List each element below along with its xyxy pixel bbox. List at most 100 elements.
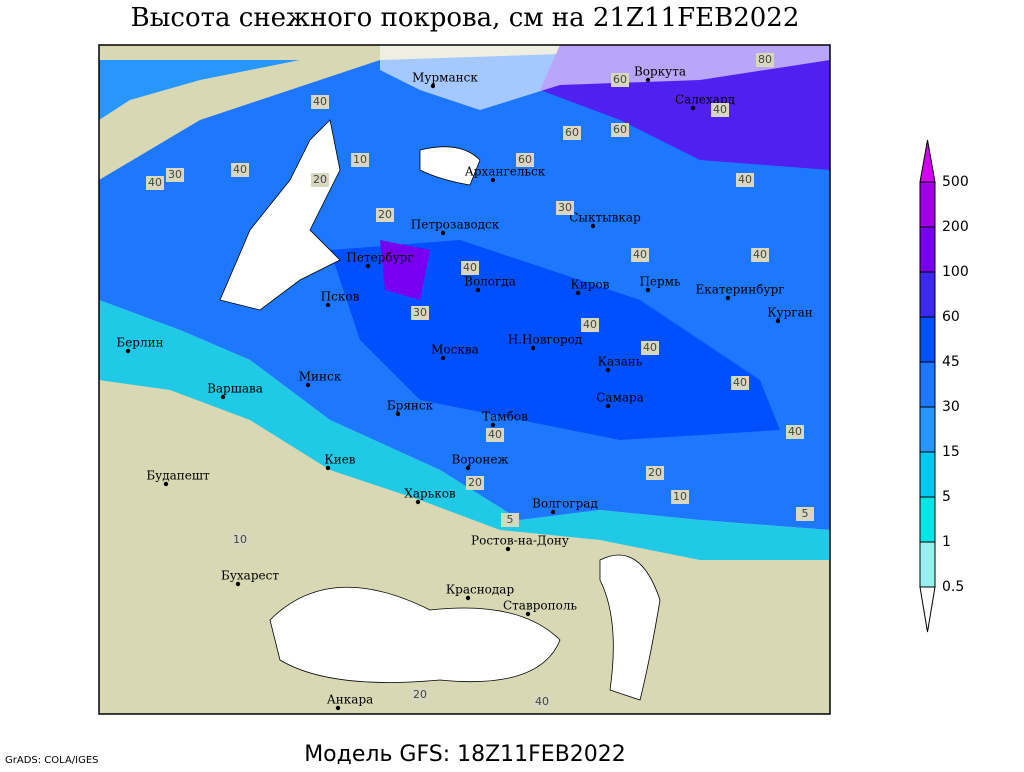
contour-label-bg	[756, 53, 774, 67]
city-label: Казань	[598, 355, 643, 369]
contour-label: 40	[583, 318, 597, 331]
title: Высота снежного покрова, см на 21Z11FEB2…	[131, 3, 800, 33]
contour-label-bg	[736, 173, 754, 187]
city-dot	[575, 290, 581, 296]
colorbar-band	[919, 316, 936, 363]
city-label: Петербург	[346, 251, 413, 265]
city-label: Волгоград	[532, 497, 598, 511]
contour-label-bg	[351, 153, 369, 167]
city-label: Вологда	[464, 275, 516, 289]
contour-label: 40	[233, 163, 247, 176]
city-dot	[125, 348, 131, 354]
contour-label: 5	[507, 513, 514, 526]
contour-label: 40	[643, 341, 657, 354]
map-frame	[98, 44, 831, 715]
colorbar-bottom	[919, 586, 936, 633]
city-dot	[440, 230, 446, 236]
colorbar-label: 1	[942, 534, 951, 550]
city-label: Москва	[431, 343, 479, 357]
city-dot	[605, 403, 611, 409]
colorbar-label: 5	[942, 489, 951, 505]
contour-label: 40	[488, 428, 502, 441]
contour-label-bg	[611, 123, 629, 137]
city-label: Киев	[324, 453, 355, 467]
city-label: Анкара	[327, 693, 374, 707]
contour-label: 40	[713, 103, 727, 116]
city-dot	[465, 465, 471, 471]
contour-label: 60	[518, 153, 532, 166]
contour-label-bg	[466, 476, 484, 490]
city-label: Берлин	[116, 336, 163, 350]
colorbar-label: 0.5	[942, 579, 964, 595]
contour-label-bg	[166, 168, 184, 182]
contour-label: 60	[613, 73, 627, 86]
contour-label-bg	[376, 208, 394, 222]
contour-label: 30	[168, 168, 182, 181]
contour-label-bg	[611, 73, 629, 87]
city-label: Тамбов	[482, 410, 528, 424]
contour-label: 40	[788, 425, 802, 438]
city-label: Брянск	[387, 399, 434, 413]
contour-label-bg	[311, 95, 329, 109]
contour-label: 40	[753, 248, 767, 261]
city-label: Псков	[321, 290, 360, 304]
city-dot	[775, 318, 781, 324]
city-dot	[235, 581, 241, 587]
city-label: Киров	[571, 278, 610, 292]
contour-label-bg	[731, 376, 749, 390]
contour-label-bg	[231, 533, 249, 547]
city-dot	[645, 287, 651, 293]
colorbar-label: 200	[942, 219, 969, 235]
city-label: Харьков	[404, 487, 456, 501]
city-dot	[605, 367, 611, 373]
colorbar-band	[919, 541, 936, 588]
contour-label: 40	[148, 176, 162, 189]
city-dot	[725, 295, 731, 301]
contour-label-bg	[311, 173, 329, 187]
contour-label: 40	[463, 261, 477, 274]
city-dot	[395, 411, 401, 417]
contour-label: 20	[378, 208, 392, 221]
city-label: Пермь	[639, 275, 681, 289]
contour-label-bg	[146, 176, 164, 190]
contour-label: 80	[758, 53, 772, 66]
city-dot	[645, 77, 651, 83]
credit: GrADS: COLA/IGES	[5, 755, 99, 766]
city-dot	[163, 481, 169, 487]
contour-label-bg	[556, 201, 574, 215]
contour-label-bg	[581, 318, 599, 332]
city-label: Н.Новгород	[508, 333, 583, 347]
contour-label: 20	[648, 466, 662, 479]
contour-label-bg	[631, 248, 649, 262]
contour-label: 40	[738, 173, 752, 186]
city-dot	[415, 499, 421, 505]
city-label: Архангельск	[465, 165, 546, 179]
city-label: Самара	[596, 391, 644, 405]
contour-label-bg	[751, 248, 769, 262]
footer: Модель GFS: 18Z11FEB2022	[304, 742, 626, 767]
contour-label-bg	[411, 306, 429, 320]
colorbar-label: 100	[942, 264, 969, 280]
city-dot	[440, 355, 446, 361]
colorbar-band	[919, 451, 936, 498]
city-dot	[490, 422, 496, 428]
contour-label: 40	[733, 376, 747, 389]
city-label: Екатеринбург	[695, 283, 784, 297]
contour-label: 20	[413, 688, 427, 701]
city-dot	[325, 465, 331, 471]
city-dot	[325, 302, 331, 308]
city-label: Бухарест	[221, 569, 279, 583]
colorbar-band	[919, 181, 936, 228]
contour-label-bg	[411, 688, 429, 702]
city-dot	[550, 509, 556, 515]
colorbar-band	[919, 271, 936, 318]
city-dot	[430, 83, 436, 89]
city-dot	[690, 105, 696, 111]
city-label: Минск	[299, 370, 342, 384]
city-dot	[530, 345, 536, 351]
contour-label: 30	[558, 201, 572, 214]
city-label: Петрозаводск	[411, 218, 500, 232]
city-label: Ростов-на-Дону	[471, 534, 569, 548]
